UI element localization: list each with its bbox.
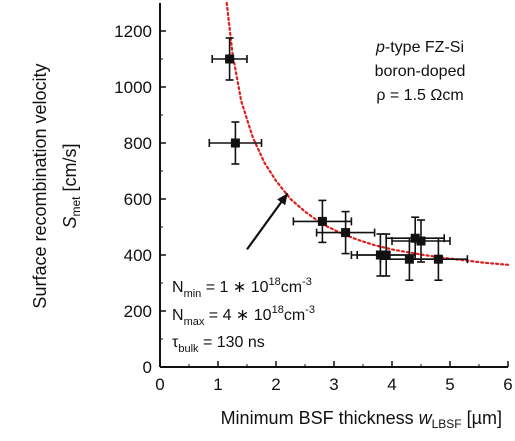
x-tick-label: 2 bbox=[271, 375, 280, 394]
data-point bbox=[208, 121, 263, 165]
y-tick-label: 1200 bbox=[114, 22, 152, 41]
y-tick-label: 0 bbox=[143, 358, 152, 377]
data-point bbox=[211, 37, 248, 81]
arrow-head bbox=[277, 193, 288, 206]
data-marker bbox=[410, 233, 420, 243]
data-marker bbox=[230, 138, 240, 148]
x-tick-label: 1 bbox=[213, 375, 222, 394]
data-marker bbox=[225, 54, 235, 64]
y-tick-label: 600 bbox=[124, 190, 152, 209]
y-axis-symbol: S bbox=[60, 217, 80, 229]
data-marker bbox=[317, 216, 327, 226]
fit-curve bbox=[225, 1, 510, 266]
x-axis-symbol: w bbox=[419, 408, 433, 428]
arrow-shaft bbox=[246, 192, 289, 251]
x-tick-label: 4 bbox=[387, 375, 396, 394]
material-line-1: p-type FZ-Si bbox=[375, 39, 464, 56]
y-axis-title-line1: Surface recombination velocity bbox=[30, 63, 50, 308]
x-axis-unit: [µm] bbox=[462, 408, 502, 428]
x-tick-label: 6 bbox=[503, 375, 512, 394]
y-tick-label: 400 bbox=[124, 246, 152, 265]
material-line-2: boron-doped bbox=[375, 63, 466, 80]
x-tick-label: 3 bbox=[329, 375, 338, 394]
data-marker bbox=[381, 250, 391, 260]
data-marker bbox=[433, 254, 443, 264]
data-point bbox=[391, 219, 451, 263]
x-axis-title-text: Minimum BSF thickness bbox=[221, 408, 419, 428]
x-tick-label: 5 bbox=[445, 375, 454, 394]
x-tick-label: 0 bbox=[155, 375, 164, 394]
data-point bbox=[315, 210, 376, 255]
y-axis-subscript: met bbox=[69, 196, 83, 217]
data-marker bbox=[341, 228, 351, 238]
y-tick-label: 800 bbox=[124, 134, 152, 153]
y-axis-unit: [cm/s] bbox=[60, 143, 80, 196]
points-layer bbox=[208, 37, 469, 282]
data-point bbox=[292, 199, 353, 244]
nmin-label: Nmin = 1 ∗ 1018cm-3 bbox=[172, 276, 312, 300]
arrow-layer bbox=[246, 192, 289, 251]
parameter-annotation: Nmin = 1 ∗ 1018cm-3 Nmax = 4 ∗ 1018cm-3 … bbox=[172, 276, 315, 355]
x-ticks: 0 1 2 3 4 5 6 bbox=[155, 361, 513, 394]
tau-label: τbulk = 130 ns bbox=[172, 334, 265, 355]
y-axis-title-line2: Smet [cm/s] bbox=[60, 143, 83, 228]
nmax-label: Nmax = 4 ∗ 1018cm-3 bbox=[172, 304, 315, 328]
data-marker bbox=[416, 236, 426, 246]
x-axis-title: Minimum BSF thickness wLBSF [µm] bbox=[221, 408, 502, 431]
x-axis-subscript: LBSF bbox=[432, 417, 462, 431]
fit-layer bbox=[225, 1, 510, 266]
material-line-3: ρ = 1.5 Ωcm bbox=[376, 87, 463, 104]
y-tick-label: 200 bbox=[124, 302, 152, 321]
data-point bbox=[408, 237, 469, 282]
y-ticks: 0 200 400 600 800 1000 1200 bbox=[114, 22, 166, 377]
material-annotation: p-type FZ-Si boron-doped ρ = 1.5 Ωcm bbox=[375, 39, 466, 104]
y-tick-label: 1000 bbox=[114, 78, 152, 97]
